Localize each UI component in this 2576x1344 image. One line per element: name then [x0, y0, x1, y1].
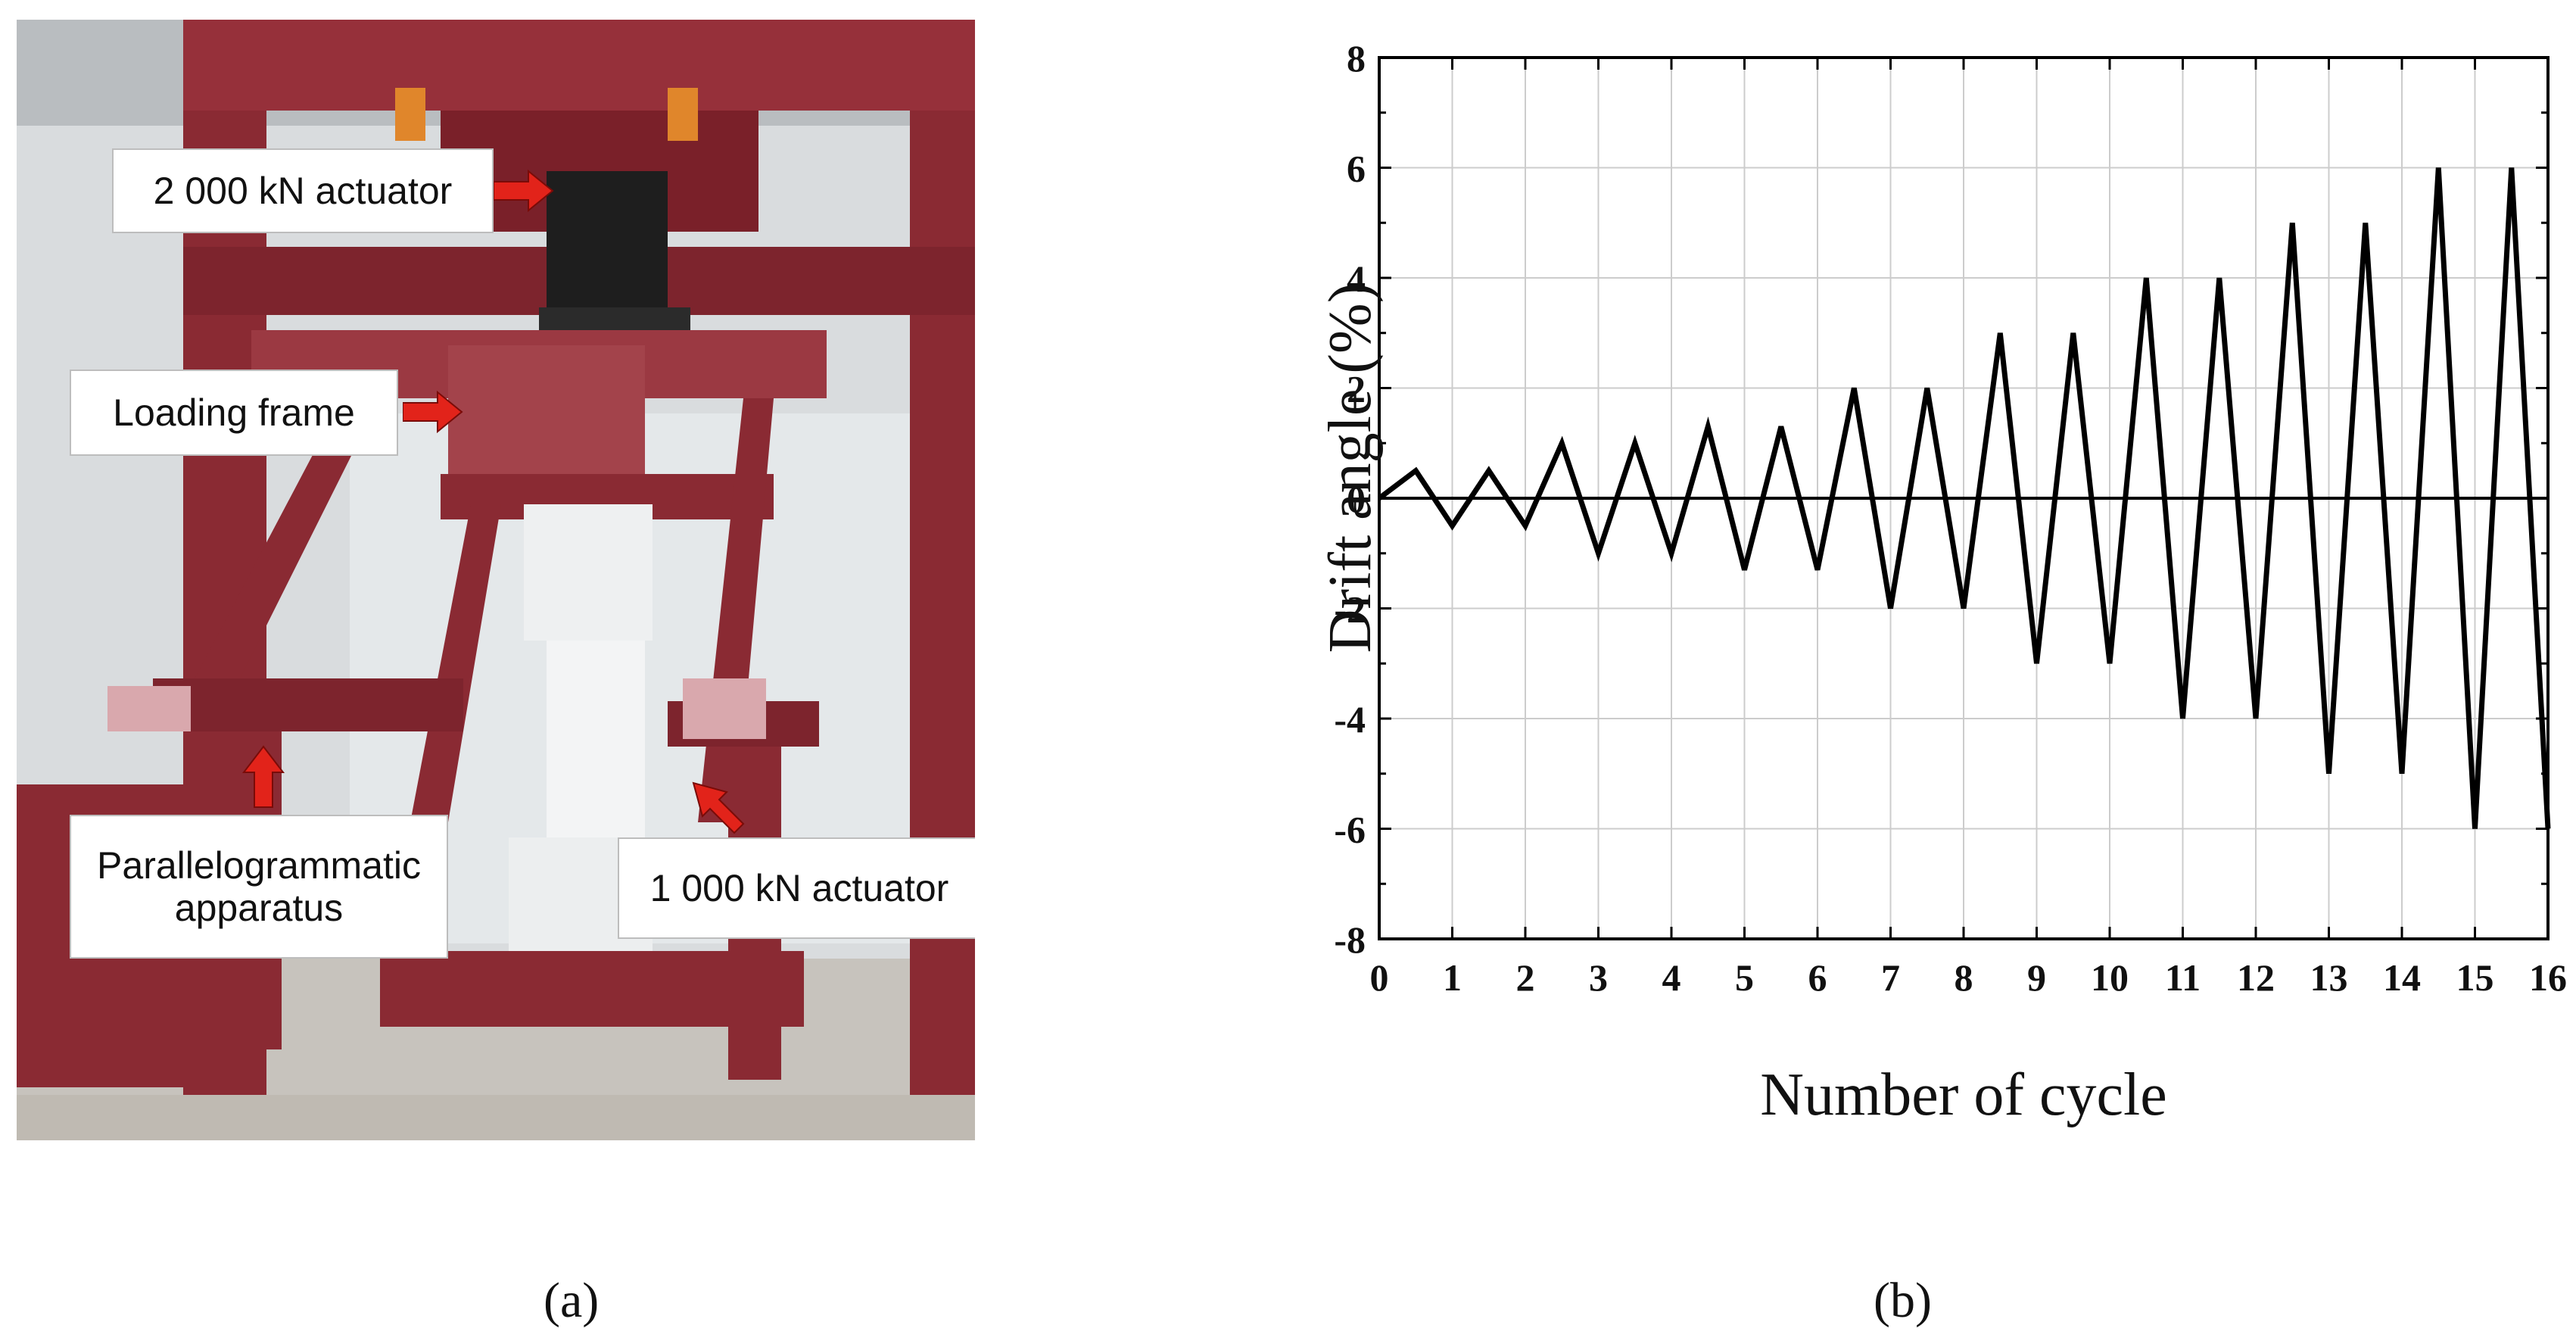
series-layer	[1377, 167, 2551, 829]
y-tick-label: 4	[1347, 257, 1366, 300]
callout-loading-frame: Loading frame	[70, 370, 398, 456]
y-tick-label: -4	[1334, 698, 1366, 741]
callout-2000kn-actuator: 2 000 kN actuator	[112, 148, 494, 233]
x-tick-label: 0	[1370, 956, 1389, 999]
test-setup-photo: 2 000 kN actuator Loading frame Parallel…	[17, 20, 975, 1140]
y-tick-label: 2	[1347, 368, 1366, 410]
x-tick-label: 12	[2237, 956, 2275, 999]
x-tick-label: 2	[1516, 956, 1535, 999]
series-line-0	[1377, 167, 2551, 829]
x-tick-label: 6	[1808, 956, 1827, 999]
y-tick-label: -8	[1334, 918, 1366, 961]
panel-b-caption: (b)	[1874, 1273, 1932, 1328]
x-tick-label: 11	[2165, 956, 2201, 999]
arrow-to-1000kn-actuator	[692, 781, 745, 834]
y-tick-label: 0	[1347, 478, 1366, 520]
x-tick-label: 5	[1735, 956, 1754, 999]
panel-a-caption: (a)	[544, 1273, 600, 1328]
tick-marks-layer	[1378, 56, 2550, 940]
arrow-to-loading-frame	[403, 390, 463, 434]
y-tick-label: 6	[1347, 148, 1366, 190]
drift-angle-chart: 0 1 2 3 4 5 6 7 8 9 10 11 12 13 14 15 16 -8 -6 -4 -2 0 2 4 6 8 Nu…	[1181, 23, 2576, 1158]
x-tick-label: 7	[1881, 956, 1900, 999]
x-tick-label: 4	[1662, 956, 1681, 999]
x-tick-label: 13	[2310, 956, 2348, 999]
arrow-to-2000kn-actuator	[494, 169, 554, 213]
x-tick-label: 14	[2383, 956, 2421, 999]
x-tick-label: 1	[1443, 956, 1462, 999]
y-tick-label: 8	[1347, 37, 1366, 80]
x-tick-label: 16	[2529, 956, 2567, 999]
x-tick-label: 3	[1589, 956, 1608, 999]
callout-1000kn-actuator: 1 000 kN actuator	[618, 837, 975, 939]
y-tick-label: -6	[1334, 809, 1366, 851]
callout-parallelogrammatic-apparatus: Parallelogrammatic apparatus	[70, 815, 448, 959]
arrow-to-parallelogrammatic-apparatus	[241, 745, 285, 808]
x-axis-title: Number of cycle	[1760, 1062, 2167, 1128]
x-tick-label: 9	[2027, 956, 2046, 999]
x-tick-label: 15	[2456, 956, 2494, 999]
y-tick-label: -2	[1334, 588, 1366, 631]
y-axis-title: Drift angle (%)	[1317, 283, 1384, 653]
x-tick-label: 10	[2091, 956, 2129, 999]
x-tick-label: 8	[1955, 956, 1973, 999]
